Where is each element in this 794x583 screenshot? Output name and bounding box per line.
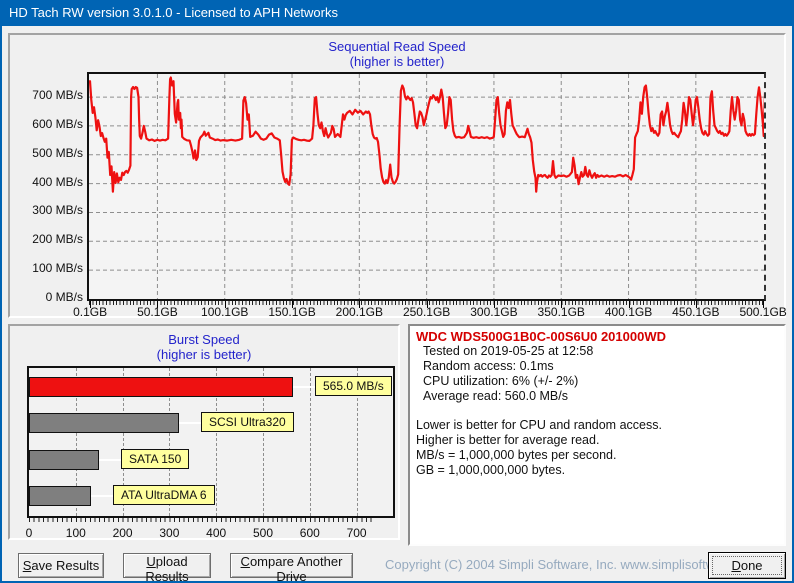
burst-x-tick-label: 500 [252, 526, 274, 540]
burst-bar-connector [91, 495, 113, 497]
drive-detail-line: Tested on 2019-05-25 at 12:58 [423, 344, 594, 358]
seq-x-tick-label: 200.1GB [335, 305, 384, 319]
burst-bar-565-0-mb-s [29, 377, 293, 397]
burst-gridline [169, 368, 171, 516]
burst-x-tick-label: 200 [112, 526, 133, 540]
seq-major-tick [224, 301, 226, 308]
seq-y-tick-label: 700 MB/s [32, 88, 83, 103]
seq-y-tick-label: 300 MB/s [32, 203, 83, 218]
done-button[interactable]: Done [708, 552, 786, 579]
seq-chart-subtitle: (higher is better) [349, 54, 445, 69]
burst-gridline [216, 368, 218, 516]
window-title: HD Tach RW version 3.0.1.0 - Licensed to… [9, 5, 338, 20]
drive-info-panel: WDC WDS500G1B0C-00S6U0 201000WD Tested o… [408, 324, 786, 546]
seq-x-tick-label: 450.1GB [672, 305, 720, 319]
info-note-line: Lower is better for CPU and random acces… [416, 418, 662, 432]
seq-x-tick-label: 300.1GB [470, 305, 518, 319]
compare-another-drive-button[interactable]: Compare Another Drive [230, 553, 353, 583]
seq-line-chart [88, 74, 767, 299]
burst-chart-title: Burst Speed [168, 332, 240, 347]
seq-chart-title: Sequential Read Speed [328, 39, 466, 54]
seq-y-tick-label: 200 MB/s [32, 232, 83, 247]
seq-major-tick [90, 301, 92, 308]
seq-y-tick-label: 0 MB/s [45, 290, 83, 304]
drive-detail-line: Random access: 0.1ms [423, 359, 554, 373]
burst-x-tick-label: 300 [159, 526, 180, 540]
burst-bar-sata-150 [29, 450, 99, 470]
burst-bar-label: SATA 150 [121, 449, 190, 469]
burst-x-tick-label: 100 [65, 526, 86, 540]
seq-x-tick-label: 350.1GB [537, 305, 585, 319]
sequential-read-panel: Sequential Read Speed (higher is better)… [8, 33, 787, 319]
burst-bar-connector [99, 459, 121, 461]
seq-x-tick-label: 500.1GB [739, 305, 787, 319]
burst-gridline [356, 368, 358, 516]
save-results-button[interactable]: Save Results [18, 553, 104, 578]
seq-y-tick-label: 100 MB/s [32, 261, 83, 276]
seq-x-tick-label: 250.1GB [402, 305, 451, 319]
burst-x-axis-minor-ticks [29, 518, 374, 522]
burst-bar-connector [293, 386, 315, 388]
seq-x-tick-label: 150.1GB [268, 305, 316, 319]
seq-major-tick [426, 301, 428, 308]
seq-x-axis-minor-ticks [89, 301, 764, 305]
done-button-label: Done [731, 558, 763, 573]
burst-bar-label: 565.0 MB/s [315, 376, 392, 396]
burst-x-tick-label: 0 [25, 526, 33, 540]
burst-bar-ata-ultradma-6 [29, 486, 91, 506]
upload-results-button[interactable]: Upload Results [123, 553, 211, 583]
info-gap [416, 404, 778, 418]
seq-x-tick-label: 0.1GB [73, 305, 108, 319]
seq-x-tick-label: 400.1GB [604, 305, 653, 319]
seq-x-tick-label: 100.1GB [201, 305, 249, 319]
seq-major-tick [493, 301, 495, 308]
burst-x-tick-label: 600 [299, 526, 320, 540]
seq-x-tick-label: 50.1GB [137, 305, 178, 319]
window-content: Sequential Read Speed (higher is better)… [2, 26, 792, 583]
seq-major-tick [359, 301, 361, 308]
burst-gridline [263, 368, 264, 516]
info-notes: Lower is better for CPU and random acces… [416, 418, 778, 478]
seq-major-tick [157, 301, 159, 308]
seq-y-tick-label: 400 MB/s [32, 174, 83, 189]
seq-major-tick [763, 301, 765, 308]
burst-gridline [122, 368, 124, 516]
burst-bar-scsi-ultra320 [29, 413, 179, 433]
burst-x-tick-label: 700 [346, 526, 367, 540]
seq-major-tick [628, 301, 630, 308]
drive-detail-line: CPU utilization: 6% (+/- 2%) [423, 374, 579, 388]
info-note-line: GB = 1,000,000,000 bytes. [416, 463, 566, 477]
drive-details: Tested on 2019-05-25 at 12:58 Random acce… [416, 344, 778, 404]
burst-bar-connector [179, 422, 201, 424]
drive-detail-line: Average read: 560.0 MB/s [423, 389, 568, 403]
burst-speed-panel: Burst Speed (higher is better) 565.0 MB/… [8, 324, 400, 540]
burst-x-tick-label: 400 [206, 526, 227, 540]
burst-gridline [309, 368, 311, 516]
burst-plot-area: 565.0 MB/s SCSI Ultra320 SATA 150 ATA Ultra… [27, 366, 395, 518]
seq-major-tick [561, 301, 563, 308]
seq-plot-area [87, 72, 767, 301]
drive-name: WDC WDS500G1B0C-00S6U0 201000WD [416, 329, 666, 344]
burst-chart-subtitle: (higher is better) [156, 347, 252, 362]
burst-bar-label: SCSI Ultra320 [201, 412, 294, 432]
titlebar[interactable]: HD Tach RW version 3.0.1.0 - Licensed to… [0, 0, 794, 26]
seq-major-tick [695, 301, 697, 308]
seq-y-tick-label: 600 MB/s [32, 116, 83, 131]
burst-gridline [75, 368, 77, 516]
copyright-text: Copyright (C) 2004 Simpli Software, Inc.… [385, 557, 763, 572]
info-note-line: Higher is better for average read. [416, 433, 600, 447]
info-note-line: MB/s = 1,000,000 bytes per second. [416, 448, 617, 462]
seq-major-tick [292, 301, 294, 308]
burst-bar-label: ATA UltraDMA 6 [113, 485, 215, 505]
seq-y-tick-label: 500 MB/s [32, 145, 83, 160]
